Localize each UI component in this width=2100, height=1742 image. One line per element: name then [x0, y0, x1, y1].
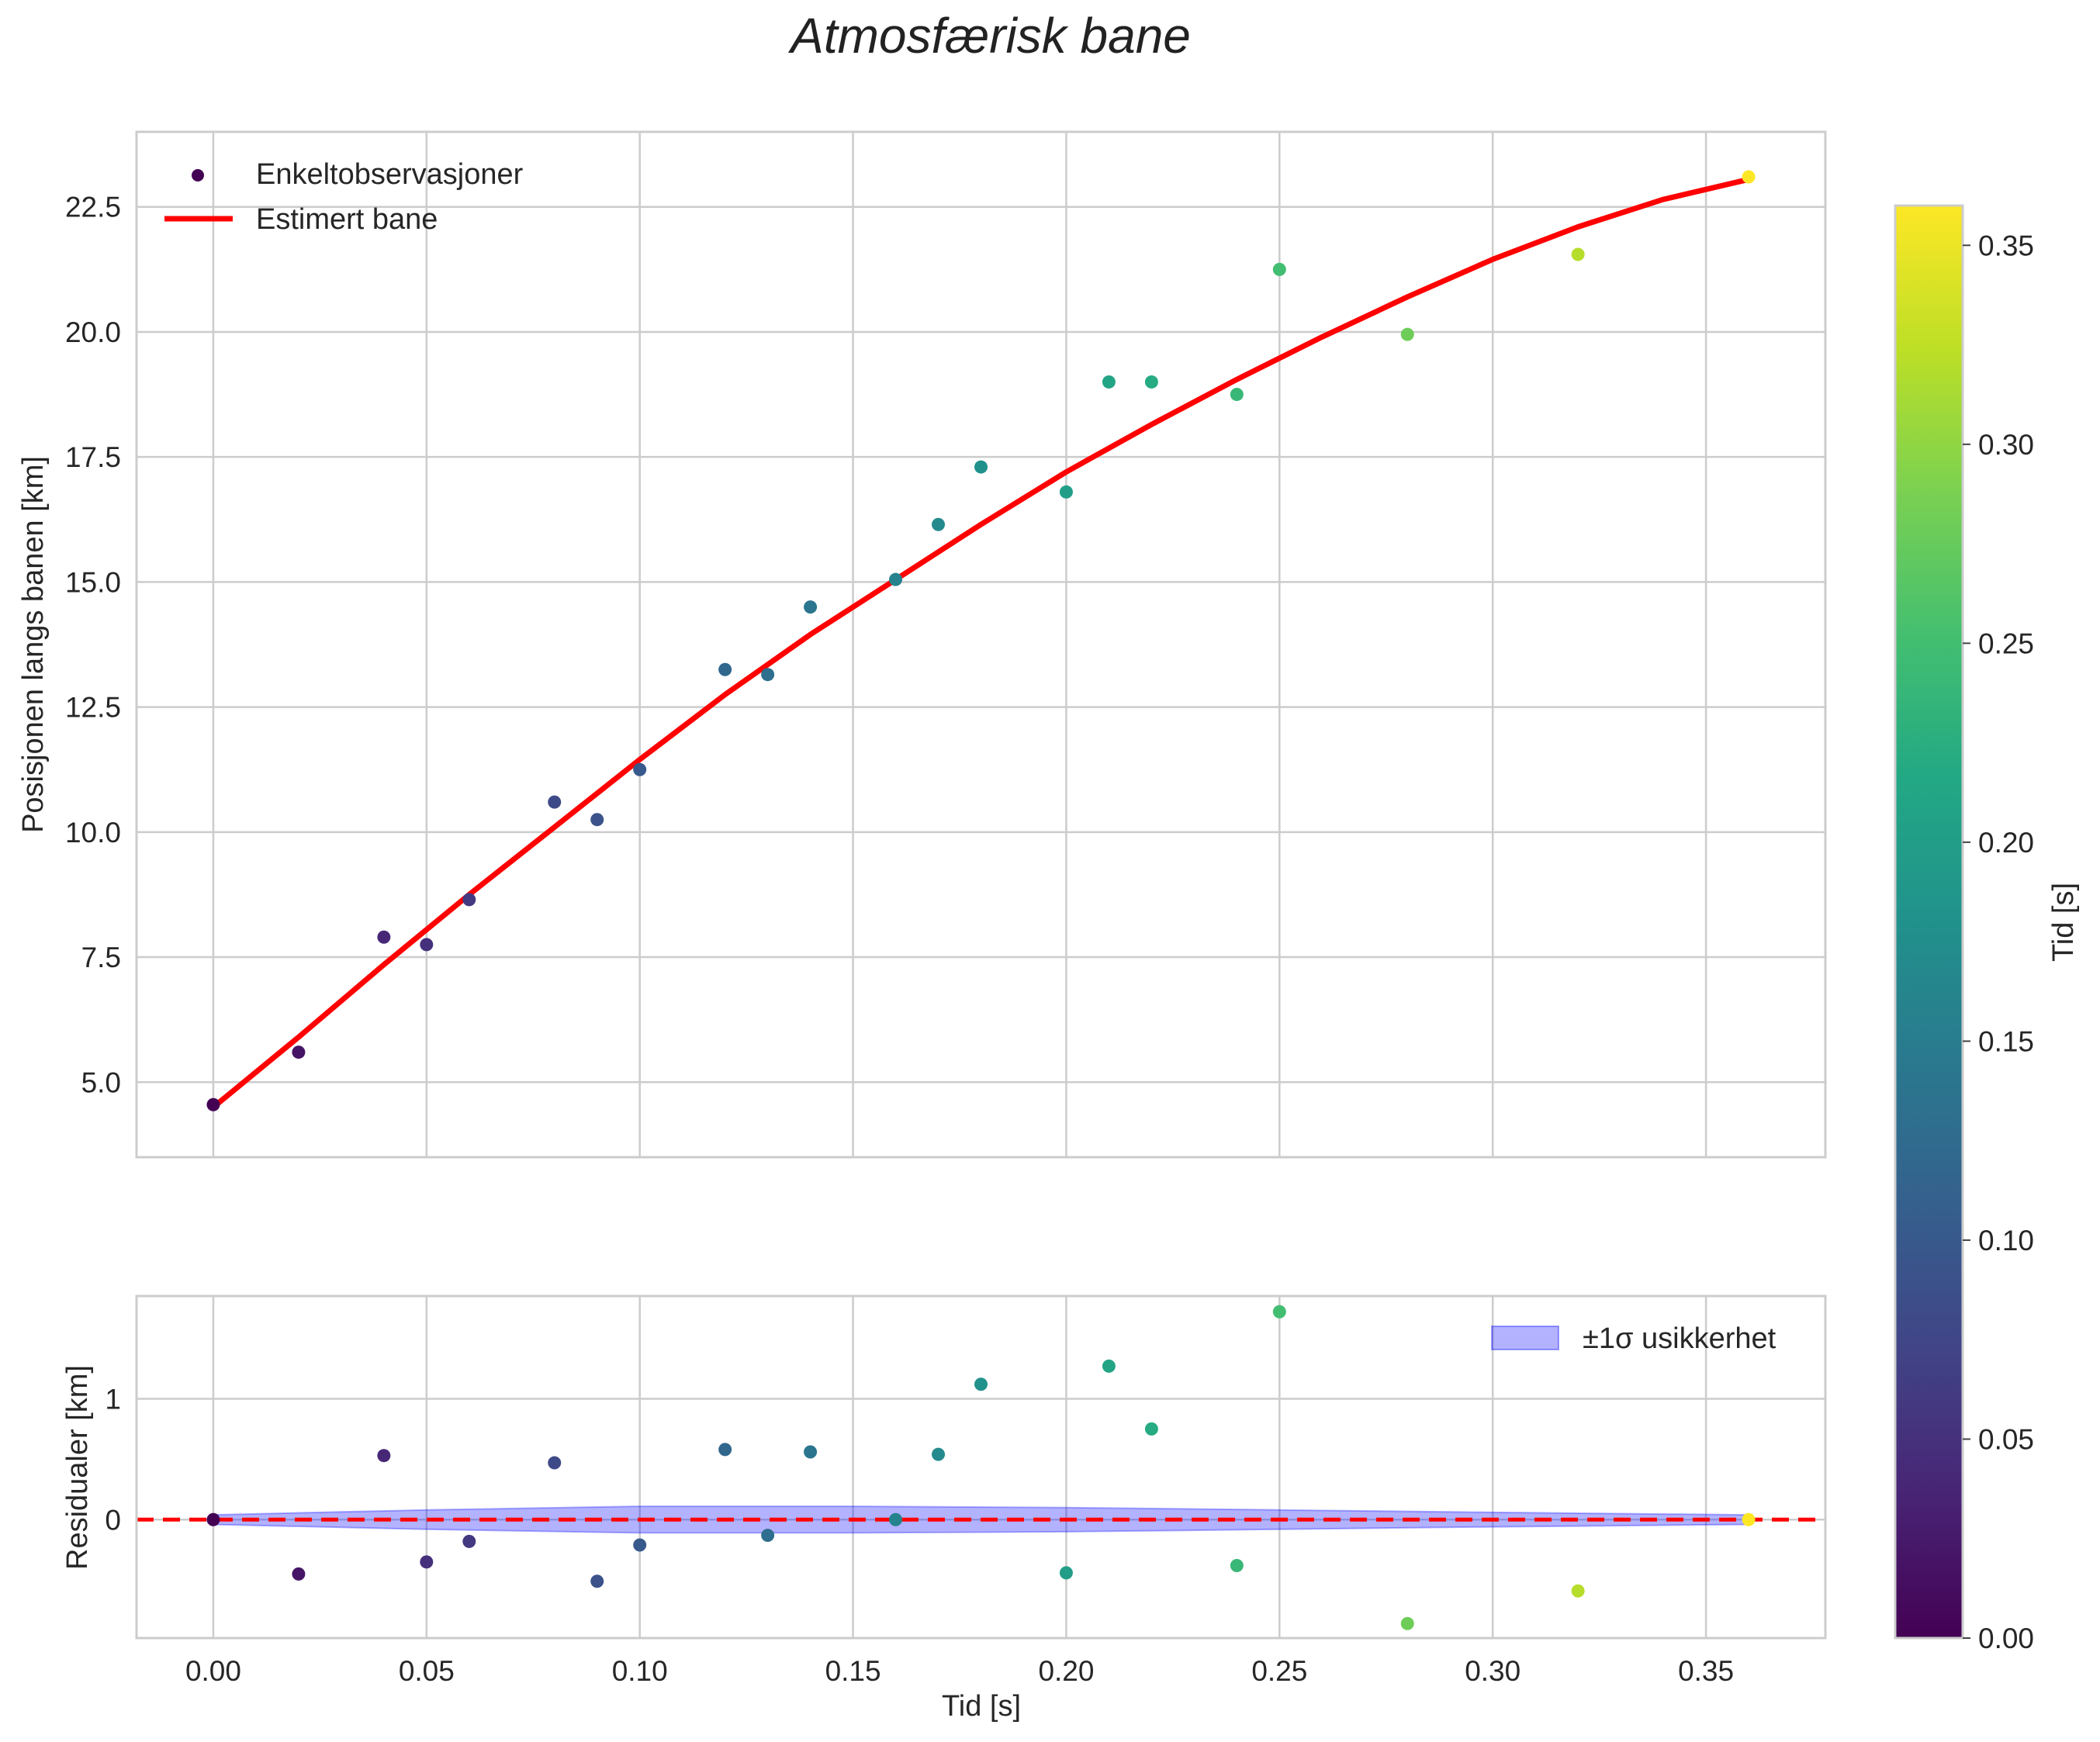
observation-point	[932, 517, 946, 531]
colorbar-tick-label: 0.35	[1978, 230, 2034, 261]
legend-uncertainty-swatch	[1491, 1326, 1559, 1350]
top-gridlines	[137, 132, 1825, 1157]
observation-point	[974, 460, 988, 474]
colorbar-tick-label: 0.30	[1978, 429, 2034, 461]
colorbar-tick-label: 0.15	[1978, 1025, 2034, 1057]
observation-point	[1230, 388, 1244, 402]
observation-point	[761, 668, 775, 682]
observation-point	[377, 930, 391, 944]
residual-point	[974, 1377, 988, 1391]
residual-point	[1059, 1566, 1073, 1580]
top-observation-points	[206, 170, 1756, 1111]
residual-point	[761, 1529, 775, 1543]
x-tick-label: 0.00	[185, 1655, 241, 1687]
residual-point	[932, 1447, 946, 1461]
x-tick-label: 0.25	[1251, 1655, 1307, 1687]
colorbar-tick-label: 0.00	[1978, 1623, 2034, 1654]
observation-point	[1742, 170, 1756, 184]
observation-point	[206, 1097, 220, 1111]
top-y-tick-label: 17.5	[65, 441, 121, 473]
x-axis-label: Tid [s]	[942, 1690, 1021, 1723]
residual-point	[1571, 1584, 1585, 1598]
residual-point	[462, 1534, 476, 1548]
residual-point	[1102, 1359, 1116, 1373]
observation-point	[420, 938, 434, 952]
x-tick-label: 0.35	[1678, 1655, 1734, 1687]
top-y-tick-label: 12.5	[65, 692, 121, 724]
colorbar-frame	[1894, 204, 1964, 1640]
residual-point	[633, 1538, 647, 1552]
observation-point	[462, 893, 476, 907]
colorbar-tick-label: 0.05	[1978, 1423, 2034, 1455]
bottom-y-tick-label: 1	[105, 1383, 121, 1415]
observation-point	[548, 795, 562, 809]
residual-point	[377, 1449, 391, 1463]
legend-observations-label: Enkeltobservasjoner	[256, 158, 524, 191]
residual-point	[420, 1555, 434, 1569]
residual-point	[804, 1445, 818, 1459]
top-legend: Enkeltobservasjoner Estimert bane	[164, 158, 524, 236]
bottom-gridlines	[137, 1296, 1825, 1638]
observation-point	[718, 662, 732, 676]
top-y-tick-label: 7.5	[81, 942, 121, 973]
legend-observation-marker	[192, 169, 204, 181]
bottom-legend: ±1σ usikkerhet	[1491, 1322, 1777, 1355]
x-tick-label: 0.10	[612, 1655, 668, 1687]
observation-point	[804, 600, 818, 614]
top-y-tick-label: 22.5	[65, 192, 121, 223]
top-axes-frame	[135, 130, 1827, 1159]
chart-title: Atmosfærisk bane	[787, 8, 1191, 64]
legend-uncertainty-label: ±1σ usikkerhet	[1583, 1322, 1777, 1355]
observation-point	[1102, 375, 1116, 389]
residual-point	[590, 1574, 604, 1588]
observation-point	[590, 813, 604, 827]
x-tick-label: 0.30	[1465, 1655, 1521, 1687]
colorbar-gradient	[1895, 206, 1963, 1638]
observation-point	[633, 762, 647, 776]
bottom-y-axis-label: Residualer [km]	[61, 1365, 94, 1570]
top-tick-labels: 5.0 7.5 10.0 12.5 15.0 17.5 20.0 22.5	[65, 192, 121, 1099]
residual-point	[1742, 1512, 1756, 1526]
x-tick-label: 0.05	[399, 1655, 455, 1687]
residual-point	[889, 1512, 903, 1526]
observation-point	[292, 1046, 306, 1059]
residual-point	[548, 1456, 562, 1470]
residual-point	[292, 1567, 306, 1581]
observation-point	[1059, 485, 1073, 499]
observation-point	[889, 572, 903, 586]
residual-point	[1400, 1616, 1414, 1630]
legend-fit-line-label: Estimert bane	[256, 203, 438, 236]
residual-point	[206, 1512, 220, 1526]
top-y-tick-label: 15.0	[65, 566, 121, 598]
top-y-tick-label: 10.0	[65, 817, 121, 849]
colorbar-tick-label: 0.25	[1978, 627, 2034, 659]
top-y-tick-label: 20.0	[65, 316, 121, 348]
colorbar-ticks: 0.00 0.05 0.10 0.15 0.20 0.25 0.30 0.35	[1963, 230, 2034, 1654]
colorbar-tick-label: 0.10	[1978, 1225, 2034, 1256]
observation-point	[1571, 247, 1585, 261]
colorbar-tick-label: 0.20	[1978, 827, 2034, 859]
bottom-tick-labels: 0.00 0.05 0.10 0.15 0.20 0.25 0.30 0.35 0 1	[105, 1383, 1734, 1687]
estimated-trajectory-line	[210, 176, 1752, 1110]
residual-point	[718, 1443, 732, 1457]
residual-point	[1144, 1422, 1158, 1436]
residual-point	[1230, 1559, 1244, 1573]
residual-points	[206, 1305, 1756, 1630]
colorbar-label: Tid [s]	[2047, 883, 2080, 962]
bottom-axes-frame	[135, 1294, 1827, 1640]
observation-point	[1144, 375, 1158, 389]
top-y-tick-label: 5.0	[81, 1066, 121, 1098]
observation-point	[1400, 327, 1414, 341]
top-y-axis-label: Posisjonen langs banen [km]	[17, 456, 50, 833]
bottom-y-tick-label: 0	[105, 1504, 121, 1536]
x-tick-label: 0.15	[825, 1655, 881, 1687]
residual-point	[1272, 1305, 1286, 1319]
observation-point	[1272, 262, 1286, 276]
x-tick-label: 0.20	[1038, 1655, 1094, 1687]
